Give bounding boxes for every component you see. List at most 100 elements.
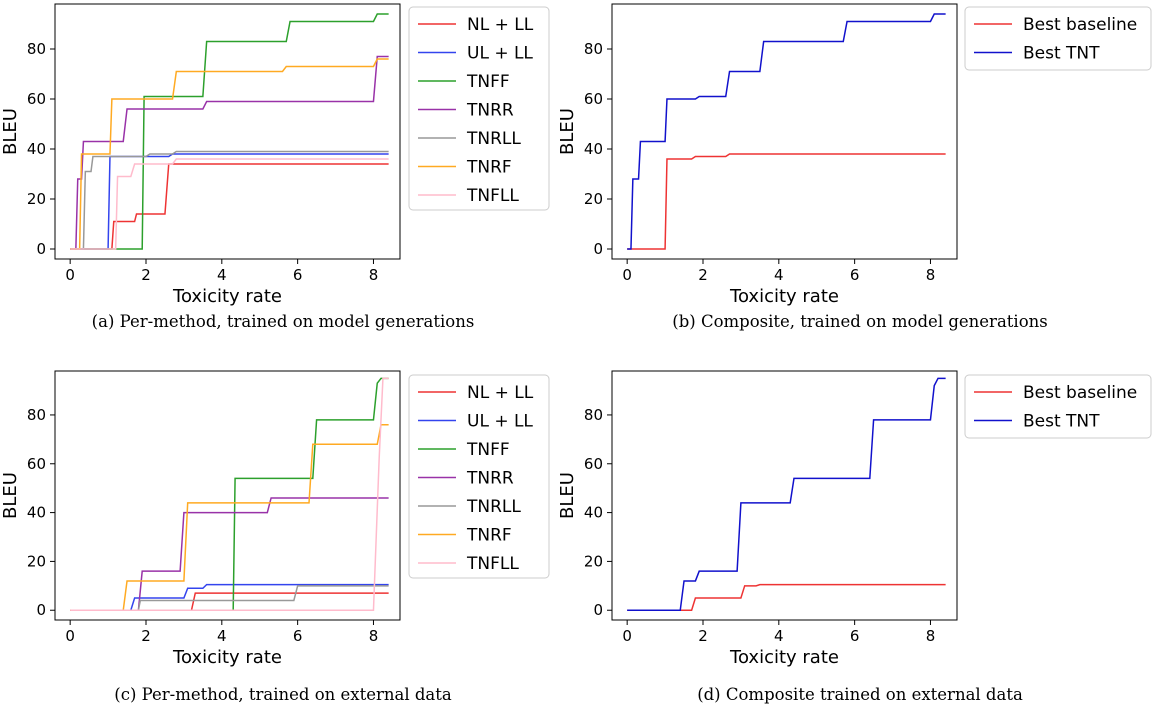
x-tick-label: 6 [293, 627, 303, 645]
y-tick-label: 0 [36, 601, 46, 619]
series-line-tnrr [70, 55, 389, 250]
legend-entry-label: TNFLL [466, 186, 519, 206]
x-axis-label: Toxicity rate [729, 286, 839, 307]
x-tick-label: 4 [774, 627, 784, 645]
x-tick-label: 8 [926, 627, 936, 645]
x-tick-label: 6 [850, 627, 860, 645]
x-tick-label: 8 [369, 627, 379, 645]
y-tick-label: 60 [27, 90, 46, 108]
legend-entry-label: NL + LL [467, 15, 534, 35]
x-tick-label: 6 [850, 266, 860, 284]
y-tick-label: 40 [584, 504, 603, 522]
legend: Best baseline Best TNT [964, 6, 1152, 71]
legend-entry-label: UL + LL [467, 412, 533, 432]
legend: Best baseline Best TNT [964, 374, 1152, 439]
series-line-tnrf [70, 423, 389, 611]
legend: NL + LL UL + LL TNFF TNRR TNRLL TNRF TNFLL [408, 374, 550, 579]
x-tick-label: 0 [65, 266, 75, 284]
series-line-ul-ll [70, 583, 389, 611]
x-tick-label: 4 [217, 266, 227, 284]
legend-entry-label: TNFF [466, 72, 510, 92]
y-tick-label: 0 [593, 240, 603, 258]
x-tick-label: 0 [65, 627, 75, 645]
y-tick-label: 0 [36, 240, 46, 258]
y-tick-label: 20 [27, 190, 46, 208]
legend-entry-label: TNRR [466, 469, 514, 489]
legend-entry-label: TNFF [466, 440, 510, 460]
panel-caption: (d) Composite trained on external data [697, 685, 1023, 704]
legend-entry-label: TNRLL [466, 497, 521, 517]
series-line-best-tnt [627, 13, 946, 250]
legend-box [408, 6, 550, 211]
x-tick-label: 4 [217, 627, 227, 645]
y-tick-label: 40 [27, 140, 46, 158]
legend-box [408, 374, 550, 579]
legend: NL + LL UL + LL TNFF TNRR TNRLL TNRF TNFLL [408, 6, 550, 211]
y-axis-label: BLEU [0, 472, 21, 519]
legend-entry-label: UL + LL [467, 44, 533, 64]
y-tick-label: 20 [584, 552, 603, 570]
series-line-tnff [70, 377, 389, 611]
x-tick-label: 2 [141, 266, 151, 284]
series-line-tnfll [70, 377, 389, 611]
y-tick-label: 60 [27, 455, 46, 473]
legend-entry-label: Best baseline [1023, 383, 1137, 403]
x-tick-label: 8 [926, 266, 936, 284]
y-tick-label: 20 [584, 190, 603, 208]
y-tick-label: 40 [27, 504, 46, 522]
y-axis-label: BLEU [557, 472, 578, 519]
y-tick-label: 60 [584, 90, 603, 108]
x-axis-label: Toxicity rate [172, 647, 282, 668]
y-axis-label: BLEU [557, 108, 578, 155]
plot-area [54, 370, 401, 621]
series-line-tnrll [70, 150, 389, 250]
legend-box [964, 374, 1152, 439]
plot-area [54, 3, 401, 260]
legend-entry-label: TNFLL [466, 554, 519, 574]
y-tick-label: 60 [584, 455, 603, 473]
series-line-best-baseline [627, 583, 946, 611]
x-tick-label: 6 [293, 266, 303, 284]
y-tick-label: 0 [593, 601, 603, 619]
x-tick-label: 8 [369, 266, 379, 284]
legend-entry-label: TNRF [466, 158, 512, 178]
x-axis-label: Toxicity rate [729, 647, 839, 668]
x-tick-label: 2 [698, 266, 708, 284]
y-tick-label: 80 [27, 40, 46, 58]
legend-entry-label: Best TNT [1023, 412, 1100, 432]
x-tick-label: 0 [622, 266, 632, 284]
legend-entry-label: TNRLL [466, 129, 521, 149]
y-axis-label: BLEU [0, 108, 21, 155]
series-line-tnfll [70, 158, 389, 250]
y-tick-label: 80 [27, 406, 46, 424]
y-tick-label: 80 [584, 40, 603, 58]
series-line-nl-ll [70, 163, 389, 250]
panel-caption: (a) Per-method, trained on model generat… [92, 312, 475, 331]
x-tick-label: 0 [622, 627, 632, 645]
series-line-best-baseline [627, 153, 946, 250]
plot-area [611, 370, 958, 621]
legend-entry-label: TNRF [466, 526, 512, 546]
y-tick-label: 40 [584, 140, 603, 158]
panel-caption: (c) Per-method, trained on external data [114, 685, 452, 704]
x-tick-label: 2 [698, 627, 708, 645]
x-tick-label: 4 [774, 266, 784, 284]
series-line-best-tnt [627, 377, 946, 611]
y-tick-label: 80 [584, 406, 603, 424]
panel-caption: (b) Composite, trained on model generati… [672, 312, 1047, 331]
x-tick-label: 2 [141, 627, 151, 645]
legend-entry-label: TNRR [466, 101, 514, 121]
series-line-tnff [70, 13, 389, 250]
legend-box [964, 6, 1152, 71]
plot-area [611, 3, 958, 260]
series-line-tnrf [70, 58, 389, 250]
y-tick-label: 20 [27, 552, 46, 570]
legend-entry-label: Best baseline [1023, 15, 1137, 35]
legend-entry-label: NL + LL [467, 383, 534, 403]
x-axis-label: Toxicity rate [172, 286, 282, 307]
